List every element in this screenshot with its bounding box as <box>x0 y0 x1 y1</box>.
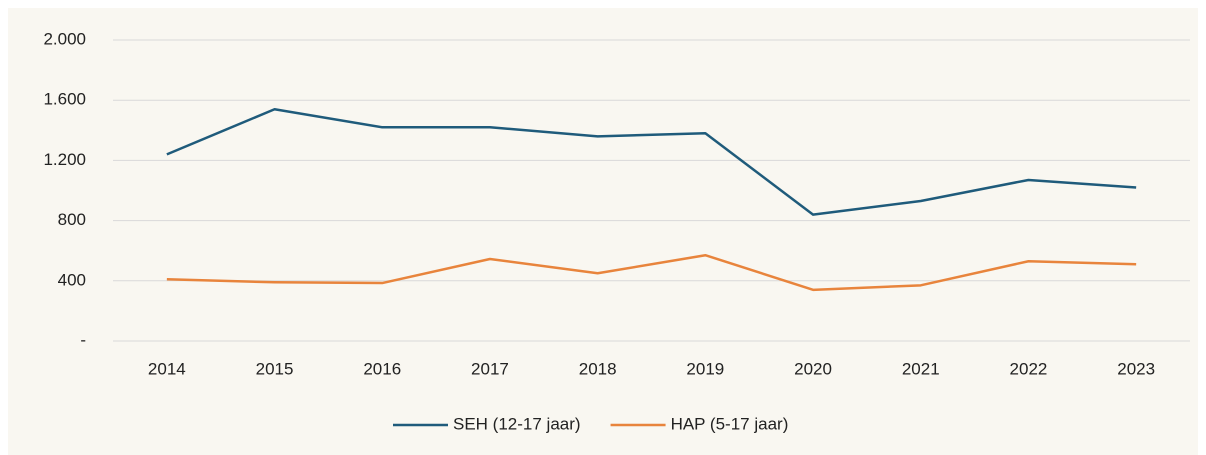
y-tick-label: 2.000 <box>43 29 86 48</box>
y-tick-label: 1.200 <box>43 150 86 169</box>
x-tick-label: 2023 <box>1117 359 1155 378</box>
x-tick-label: 2016 <box>363 359 401 378</box>
x-tick-label: 2020 <box>794 359 832 378</box>
x-tick-label: 2017 <box>471 359 509 378</box>
y-tick-label: 800 <box>58 210 86 229</box>
x-tick-label: 2014 <box>148 359 186 378</box>
series-line <box>166 253 1137 292</box>
x-tick-label: 2018 <box>579 359 617 378</box>
x-tick-label: 2019 <box>686 359 724 378</box>
y-tick-label: 1.600 <box>43 90 86 109</box>
y-tick-label: - <box>80 330 86 349</box>
series-line <box>166 107 1137 216</box>
legend-label: HAP (5-17 jaar) <box>671 414 789 433</box>
y-tick-label: 400 <box>58 270 86 289</box>
x-tick-label: 2022 <box>1010 359 1048 378</box>
chart-background <box>8 8 1198 455</box>
x-tick-label: 2021 <box>902 359 940 378</box>
x-tick-label: 2015 <box>256 359 294 378</box>
legend-label: SEH (12-17 jaar) <box>453 414 581 433</box>
